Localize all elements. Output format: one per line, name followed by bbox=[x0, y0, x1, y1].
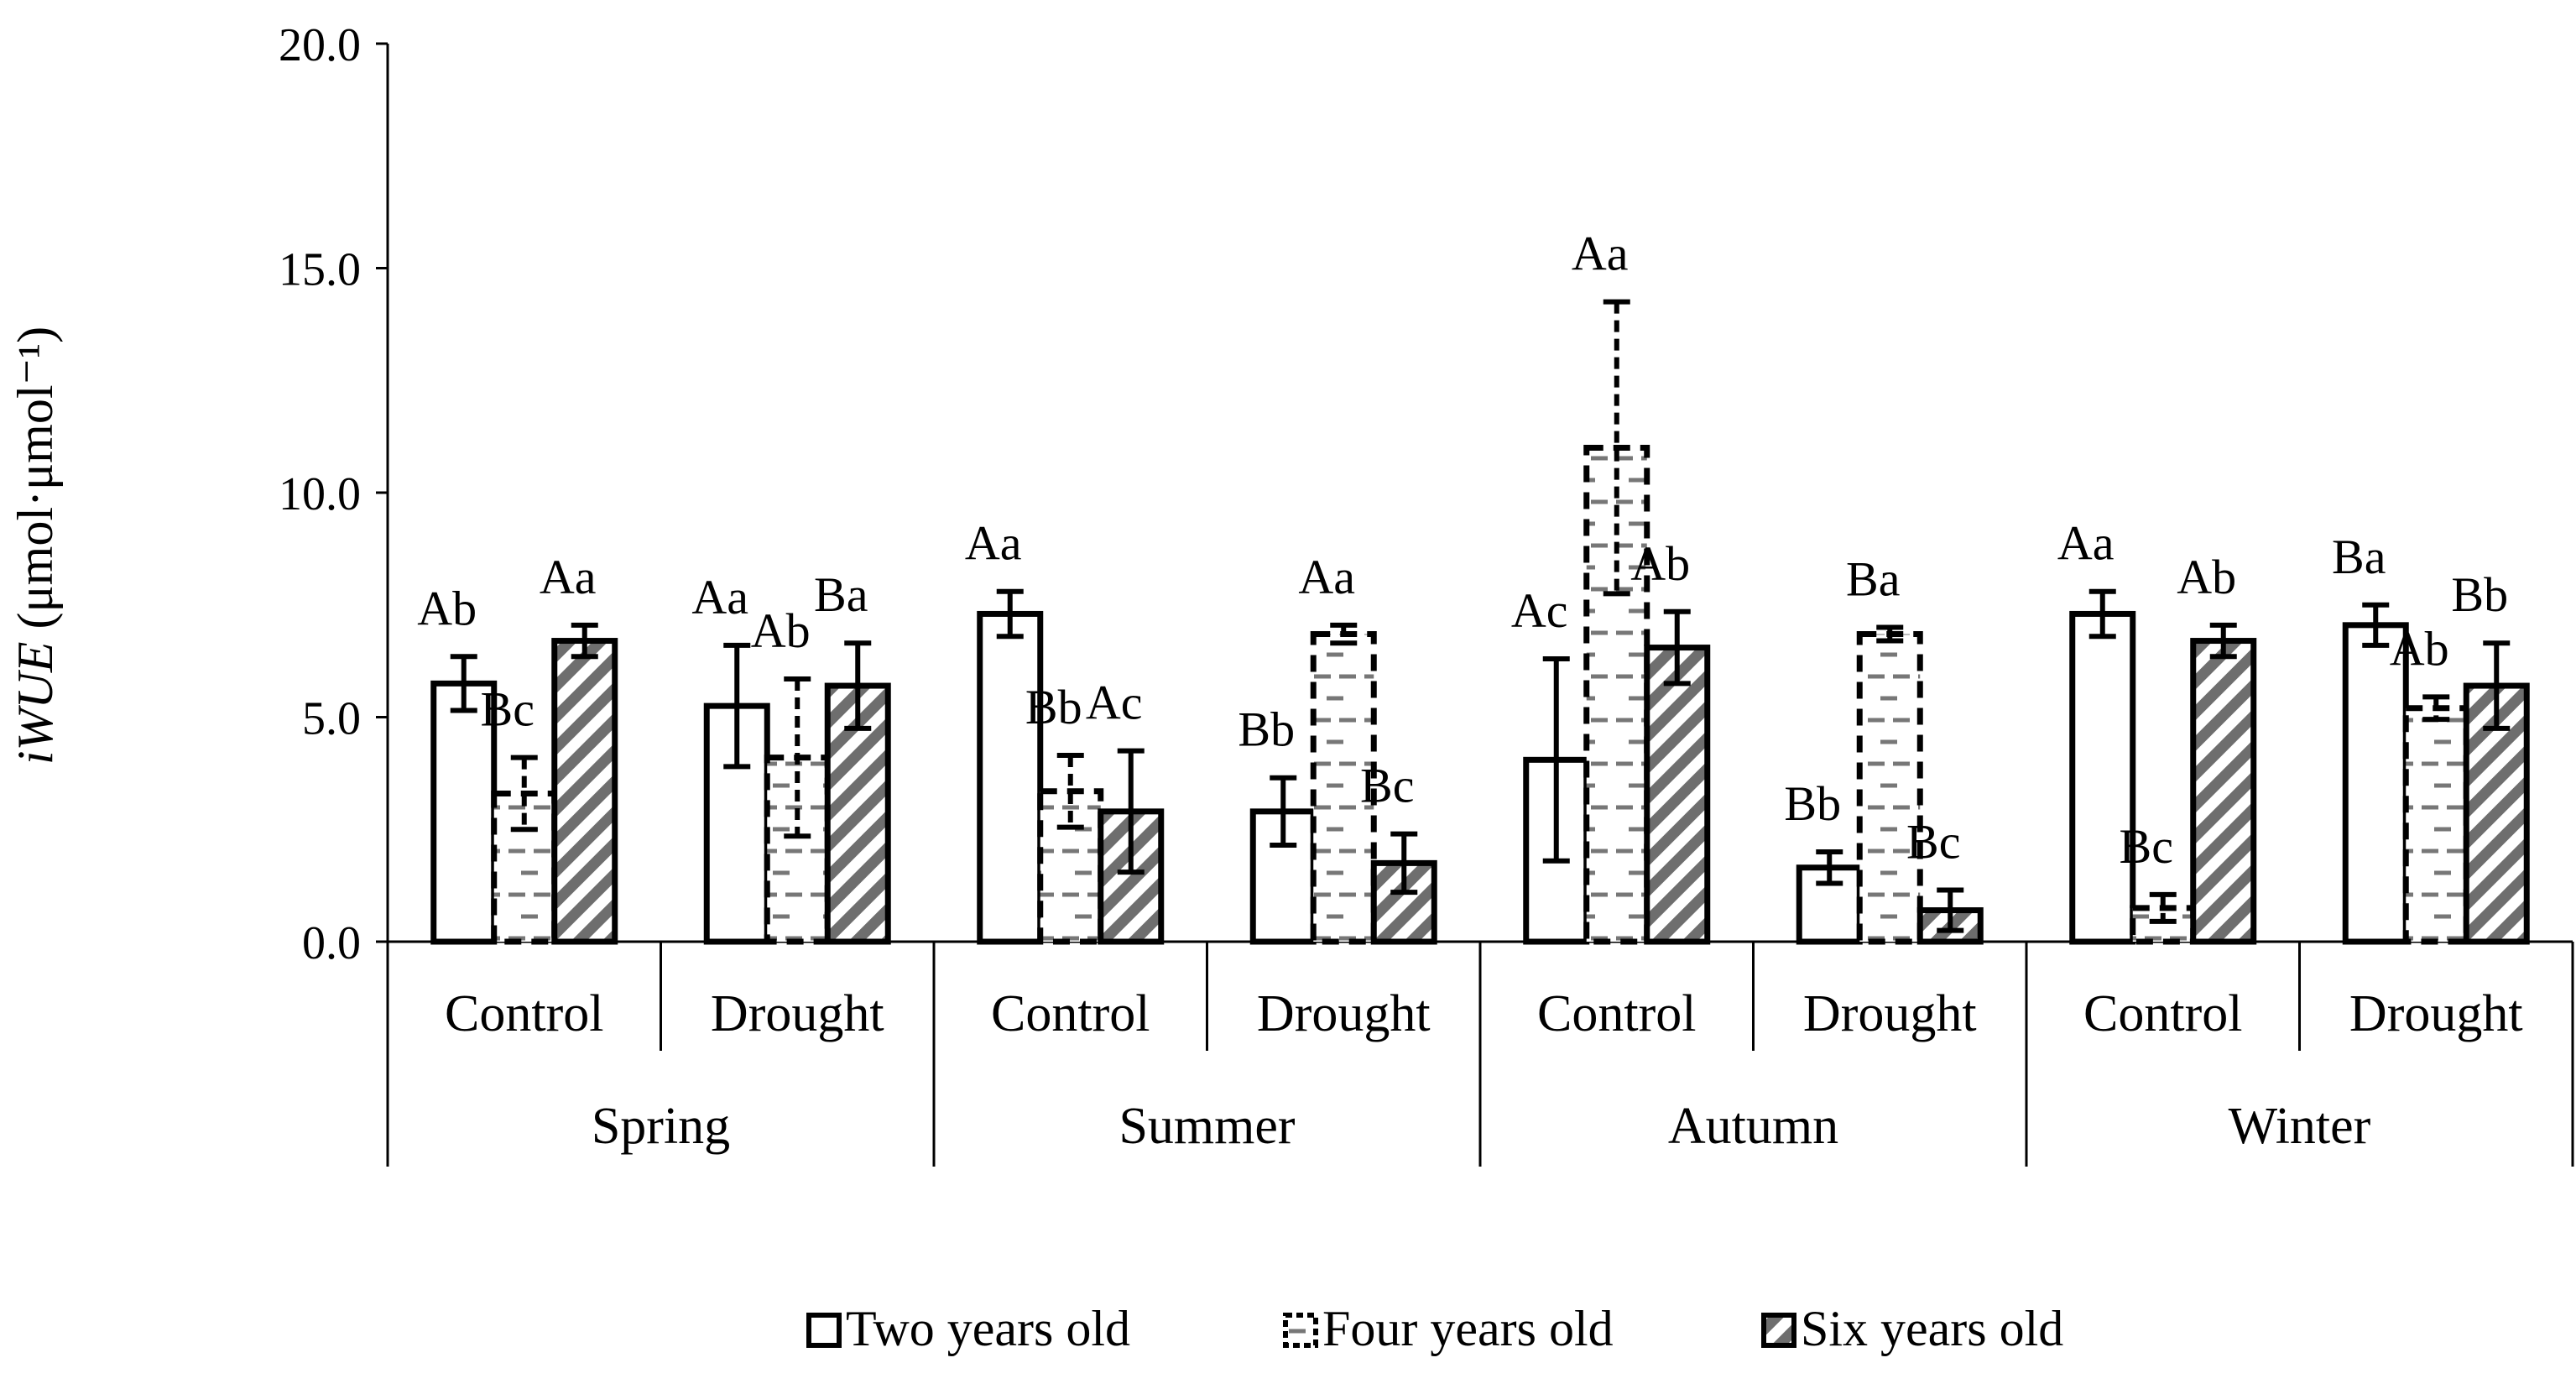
season-label: Autumn bbox=[1668, 1098, 1838, 1155]
legend-label: Two years old bbox=[846, 1301, 1130, 1356]
significance-label: Ab bbox=[1630, 536, 1690, 591]
legend: Two years old Four years old Six years old bbox=[806, 1301, 2063, 1356]
significance-label: Bc bbox=[481, 682, 534, 737]
legend-swatch-hatched bbox=[1761, 1313, 1796, 1348]
season-label: Spring bbox=[592, 1098, 730, 1155]
y-tick-label: 10.0 bbox=[279, 468, 361, 520]
legend-swatch-hollow bbox=[806, 1313, 842, 1348]
y-axis-title: iWUE (μmol·μmol⁻¹) bbox=[8, 326, 63, 765]
treatment-label: Drought bbox=[1257, 985, 1431, 1042]
bar-hatched bbox=[551, 638, 618, 945]
error-bars bbox=[450, 299, 2511, 933]
bar-dashed bbox=[2402, 705, 2469, 945]
season-label: Summer bbox=[1119, 1098, 1295, 1155]
legend-label: Four years old bbox=[1322, 1301, 1614, 1356]
y-tick-label: 5.0 bbox=[302, 693, 361, 745]
season-label: Winter bbox=[2229, 1098, 2371, 1155]
significance-label: Ab bbox=[2390, 621, 2449, 676]
significance-label: Bb bbox=[1784, 776, 1841, 831]
bar-dashed bbox=[764, 755, 831, 945]
significance-label: Ba bbox=[814, 567, 868, 622]
treatment-label: Control bbox=[991, 985, 1150, 1042]
significance-label: Aa bbox=[1572, 227, 1629, 281]
significance-label: Aa bbox=[2057, 516, 2115, 571]
treatment-label: Control bbox=[445, 985, 603, 1042]
treatment-label: Drought bbox=[1803, 985, 1977, 1042]
x-axis: Control Drought Control Drought Control Droug… bbox=[386, 940, 2574, 1167]
legend-label: Six years old bbox=[1801, 1301, 2063, 1356]
bar-hatched bbox=[1644, 645, 1711, 945]
treatment-label: Drought bbox=[2349, 985, 2523, 1042]
y-tick-label: 20.0 bbox=[279, 19, 361, 71]
y-tick-label: 15.0 bbox=[279, 244, 361, 296]
significance-label: Bb bbox=[2451, 567, 2508, 622]
bar-series bbox=[430, 445, 2530, 945]
significance-label: Bc bbox=[1906, 814, 1960, 869]
y-axis: 0.0 5.0 10.0 15.0 20.0 bbox=[279, 19, 389, 969]
significance-label: Ba bbox=[1846, 552, 1900, 607]
bar-hollow bbox=[430, 680, 498, 945]
significance-label: Ac bbox=[1511, 583, 1568, 638]
significance-label: Ab bbox=[417, 581, 477, 635]
significance-label: Bc bbox=[2120, 819, 2173, 874]
significance-label: Bb bbox=[1238, 702, 1295, 757]
significance-label: Aa bbox=[965, 516, 1022, 571]
bar-hollow bbox=[1249, 808, 1317, 945]
significance-label: Ac bbox=[1086, 676, 1143, 730]
y-tick-label: 0.0 bbox=[302, 917, 361, 969]
significance-label: Aa bbox=[1298, 550, 1355, 604]
treatment-label: Control bbox=[1537, 985, 1696, 1042]
bar-hollow bbox=[977, 610, 1044, 945]
bar-hollow bbox=[2069, 610, 2136, 945]
significance-label: Ab bbox=[751, 603, 811, 658]
significance-label: Aa bbox=[540, 550, 597, 604]
treatment-label: Drought bbox=[711, 985, 884, 1042]
significance-label: Ba bbox=[2332, 530, 2386, 584]
significance-label: Ab bbox=[2177, 550, 2236, 604]
significance-label: Aa bbox=[691, 570, 748, 624]
significance-label: Bc bbox=[1360, 759, 1414, 813]
treatment-label: Control bbox=[2083, 985, 2242, 1042]
bar-dashed bbox=[1583, 445, 1650, 945]
bar-dashed bbox=[1856, 631, 1923, 945]
bar-hatched bbox=[2190, 638, 2257, 945]
significance-label: Bb bbox=[1025, 680, 1082, 734]
legend-swatch-dashed bbox=[1283, 1313, 1318, 1348]
